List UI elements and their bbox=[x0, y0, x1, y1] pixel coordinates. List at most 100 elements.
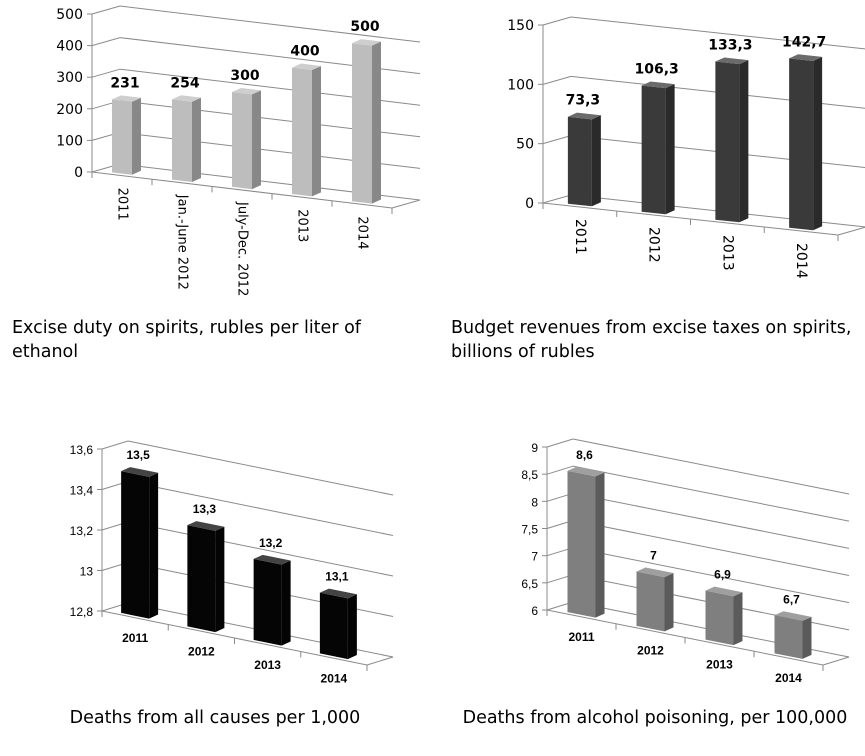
gridline-side bbox=[542, 135, 572, 145]
bar-top bbox=[112, 95, 141, 102]
gridline-side bbox=[546, 465, 574, 475]
x-tick-label: 2012 bbox=[646, 227, 662, 263]
bar-front bbox=[172, 99, 192, 182]
value-label: 6,9 bbox=[714, 568, 731, 582]
bar bbox=[774, 611, 812, 659]
value-label: 133,3 bbox=[708, 38, 752, 54]
x-tick-label: July-Dec. 2012 bbox=[235, 201, 250, 296]
bar bbox=[352, 39, 381, 204]
bar bbox=[567, 112, 601, 207]
bar-front bbox=[641, 85, 666, 215]
y-tick-label: 200 bbox=[56, 102, 83, 118]
bar-side bbox=[665, 84, 675, 215]
y-tick-label: 13,4 bbox=[70, 484, 94, 498]
x-tick-label: 2013 bbox=[295, 209, 310, 242]
y-tick-label: 100 bbox=[507, 77, 534, 93]
bar bbox=[112, 95, 141, 175]
bar-side bbox=[312, 65, 321, 197]
chart-deaths-alcohol-poisoning-svg: 6 6,5 7 7,5 8 8,5 9 8,6 2011 7 2012 6,9 2013 6,7 2014 bbox=[521, 438, 850, 685]
bar-front bbox=[715, 61, 740, 223]
value-label: 231 bbox=[110, 75, 139, 91]
y-tick-label: 0 bbox=[525, 196, 534, 212]
x-tick-label: 2014 bbox=[775, 671, 802, 685]
gridline bbox=[572, 438, 850, 495]
bar-top bbox=[352, 39, 381, 46]
y-tick-label: 9 bbox=[531, 441, 538, 455]
y-tick-label: 12,8 bbox=[70, 605, 94, 619]
bar bbox=[705, 586, 743, 646]
value-label: 13,2 bbox=[259, 536, 283, 550]
bar-front bbox=[352, 43, 372, 204]
bar-top bbox=[172, 95, 201, 102]
bar-top bbox=[636, 567, 674, 578]
gridline bbox=[572, 465, 850, 522]
y-tick-label: 50 bbox=[516, 137, 534, 153]
bar-side bbox=[281, 560, 291, 646]
bar-front bbox=[567, 116, 592, 207]
x-tick-label: 2013 bbox=[706, 657, 733, 671]
x-axis-depth bbox=[822, 656, 850, 666]
bar-side bbox=[372, 41, 381, 204]
x-tick-label: 2013 bbox=[719, 235, 735, 271]
gridline-side bbox=[546, 438, 574, 448]
caption-budget-revenues: Budget revenues from excise taxes on spi… bbox=[451, 318, 852, 362]
x-tick-label: 2014 bbox=[793, 243, 809, 279]
value-label: 73,3 bbox=[566, 93, 601, 109]
gridline bbox=[127, 481, 394, 536]
bar-side bbox=[595, 472, 605, 618]
value-label: 106,3 bbox=[634, 62, 678, 78]
bar-front bbox=[319, 592, 348, 660]
x-axis-depth bbox=[391, 199, 421, 209]
bar-top bbox=[567, 466, 605, 477]
value-label: 13,5 bbox=[126, 448, 150, 462]
bar bbox=[172, 95, 201, 182]
y-tick-label: 500 bbox=[56, 7, 83, 23]
bar-top bbox=[253, 554, 291, 565]
bar bbox=[715, 57, 749, 223]
value-label: 400 bbox=[290, 44, 319, 60]
chart-deaths-all-causes: 12,8 13 13,2 13,4 13,6 13,5 2011 13,3 2012 13,2 20… bbox=[0, 438, 420, 698]
y-tick-label: 8 bbox=[531, 495, 538, 509]
bar-front bbox=[636, 571, 665, 632]
y-tick-label: 6 bbox=[531, 604, 538, 618]
value-label: 6,7 bbox=[783, 592, 800, 606]
bar-front bbox=[112, 99, 132, 175]
x-tick-label: 2013 bbox=[254, 658, 281, 672]
bar-top bbox=[789, 54, 823, 61]
bar-front bbox=[789, 58, 814, 231]
bar-side bbox=[132, 97, 141, 175]
gridline bbox=[119, 5, 421, 43]
gridline bbox=[570, 16, 865, 50]
bar bbox=[292, 63, 321, 197]
gridline bbox=[572, 547, 850, 604]
x-tick-label: 2014 bbox=[355, 216, 370, 249]
x-axis bbox=[91, 171, 393, 209]
value-label: 13,3 bbox=[193, 502, 217, 516]
y-tick-label: 7,5 bbox=[521, 523, 538, 537]
bar-side bbox=[664, 573, 674, 632]
bar-front bbox=[567, 470, 596, 618]
x-tick-label: 2011 bbox=[572, 219, 588, 255]
gridline-side bbox=[101, 440, 129, 450]
caption-deaths-alcohol-poisoning: Deaths from alcohol poisoning, per 100,0… bbox=[462, 708, 848, 728]
x-tick-label: Jan.-June 2012 bbox=[175, 194, 190, 290]
value-label: 13,1 bbox=[325, 570, 349, 584]
bar-side bbox=[802, 616, 812, 659]
bar bbox=[187, 521, 225, 633]
chart-budget-revenues-svg: 0 50 100 150 73,3 2011 106,3 2012 133,3 2013 142,7… bbox=[507, 16, 865, 279]
bar-top bbox=[232, 87, 261, 95]
y-tick-label: 13,6 bbox=[70, 443, 94, 457]
bar-side bbox=[813, 56, 823, 231]
bar bbox=[121, 467, 159, 619]
bar-top bbox=[715, 57, 749, 65]
value-label: 7 bbox=[650, 549, 657, 563]
gridline-side bbox=[542, 75, 572, 85]
bar-side bbox=[192, 97, 201, 182]
x-tick-label: 2012 bbox=[188, 644, 215, 658]
bar bbox=[641, 81, 675, 215]
gridline bbox=[127, 440, 394, 496]
bar-top bbox=[774, 611, 812, 621]
y-tick-label: 13,2 bbox=[70, 524, 94, 538]
x-axis-depth bbox=[837, 226, 865, 236]
x-tick-label: 2014 bbox=[321, 671, 348, 685]
